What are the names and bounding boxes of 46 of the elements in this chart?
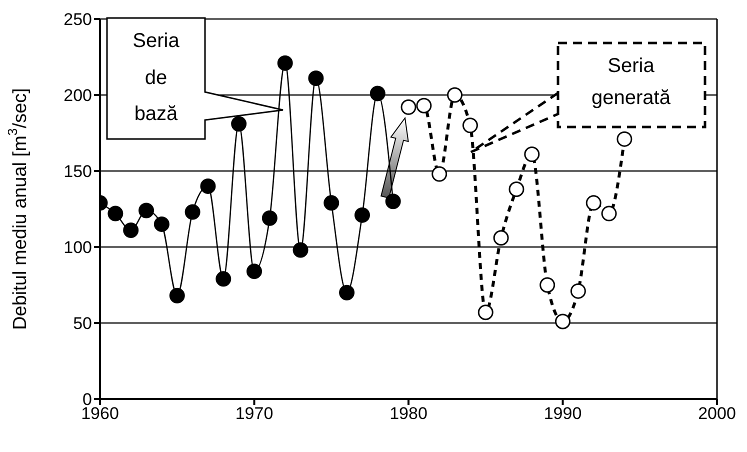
point <box>123 222 139 238</box>
point <box>400 99 416 115</box>
point <box>324 195 340 211</box>
point <box>370 86 386 102</box>
point <box>462 118 478 134</box>
point <box>200 178 216 194</box>
point <box>308 70 324 86</box>
point <box>138 202 154 218</box>
point <box>184 204 200 220</box>
point <box>616 131 632 147</box>
point <box>478 304 494 320</box>
y-tick-label: 50 <box>73 314 92 334</box>
point <box>339 284 355 300</box>
point <box>169 288 185 304</box>
point <box>540 277 556 293</box>
point <box>586 195 602 211</box>
x-tick-label: 1960 <box>81 404 119 424</box>
point <box>108 206 124 222</box>
point <box>354 207 370 223</box>
point <box>524 146 540 162</box>
point <box>416 98 432 114</box>
annotation: Seria generată <box>592 55 672 109</box>
y-tick-label: 200 <box>64 86 92 106</box>
point <box>385 194 401 210</box>
point <box>493 230 509 246</box>
point <box>277 55 293 71</box>
annotation: Seria de bază <box>132 30 180 125</box>
point <box>231 116 247 132</box>
point <box>432 166 448 182</box>
point <box>246 264 262 280</box>
y-tick-label: 150 <box>64 162 92 182</box>
point <box>601 206 617 222</box>
point <box>570 283 586 299</box>
point <box>216 271 232 287</box>
x-tick-label: 2000 <box>698 404 736 424</box>
x-tick-label: 1980 <box>390 404 428 424</box>
point <box>292 242 308 258</box>
y-tick-label: 250 <box>64 10 92 30</box>
point <box>262 210 278 226</box>
x-tick-label: 1970 <box>235 404 274 424</box>
point <box>154 216 170 232</box>
x-tick-label: 1990 <box>544 404 582 424</box>
point <box>508 181 524 197</box>
y-tick-label: 100 <box>64 238 92 258</box>
point <box>555 314 570 330</box>
point <box>447 87 463 103</box>
